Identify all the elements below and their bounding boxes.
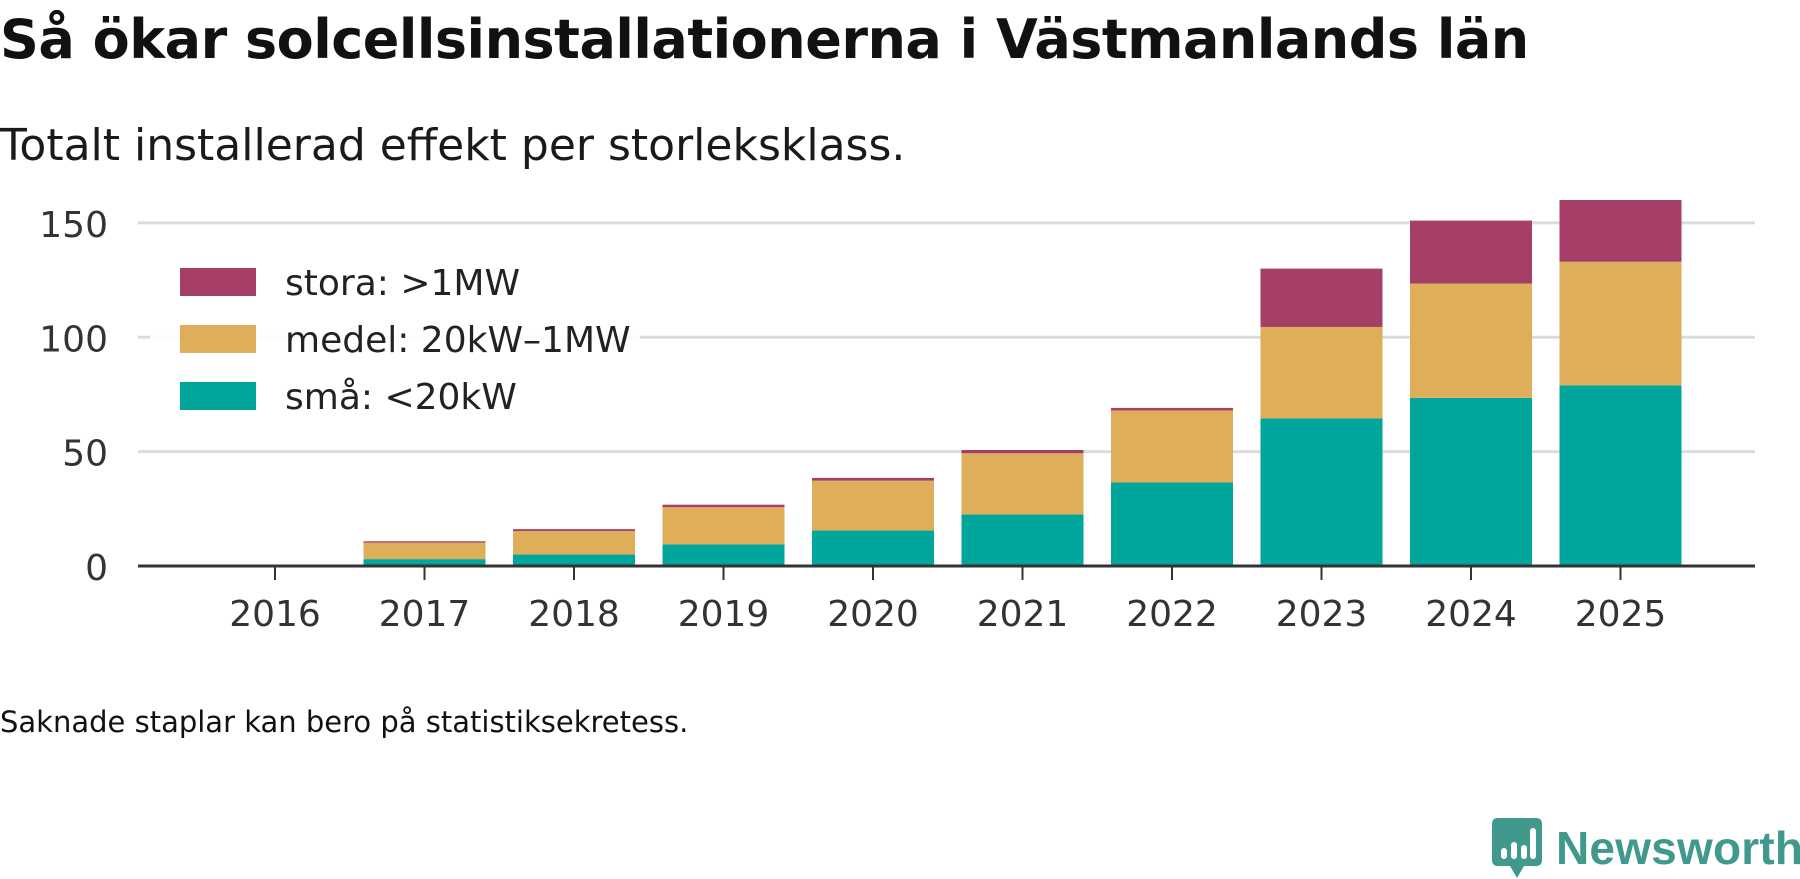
bar-2021-sm: [961, 514, 1084, 566]
footnote: Saknade staplar kan bero på statistiksek…: [0, 705, 689, 739]
bar-2019-stora: [662, 504, 785, 508]
bar-2020-sm: [812, 530, 934, 566]
y-tick-label: 100: [39, 319, 108, 360]
bar-2021-medel: [961, 453, 1084, 515]
legend-swatch: [180, 382, 256, 410]
x-tick-label: 2016: [229, 594, 321, 635]
bar-2017-sm: [363, 559, 486, 566]
chart-subtitle: Totalt installerad effekt per storlekskl…: [0, 120, 906, 171]
bar-2025-stora: [1559, 200, 1682, 262]
bar-2022-medel: [1111, 410, 1233, 483]
bar-2025-sm: [1559, 385, 1682, 566]
newsworthy-logo-icon: [1492, 818, 1542, 878]
chart-title: Så ökar solcellsinstallationerna i Västm…: [0, 8, 1529, 71]
x-tick-label: 2025: [1575, 594, 1667, 635]
x-axis-ticks: 2016 2017 2018 2019 2020 2021 2022 2023 2024 2025: [229, 566, 1666, 635]
y-tick-label: 150: [39, 205, 108, 246]
bar-2018-sm: [513, 554, 635, 566]
legend-swatch: [180, 325, 256, 353]
x-tick-label: 2017: [379, 594, 471, 635]
bar-2019-medel: [662, 507, 785, 545]
x-tick-label: 2021: [977, 594, 1069, 635]
bar-2020-medel: [812, 480, 934, 531]
bar-2018-medel: [513, 531, 635, 555]
legend-label: stora: >1MW: [285, 263, 520, 304]
bar-2017-stora: [363, 541, 486, 543]
bar-2023-sm: [1260, 418, 1383, 566]
x-tick-label: 2024: [1425, 594, 1517, 635]
x-tick-label: 2019: [678, 594, 770, 635]
y-tick-label: 50: [62, 434, 108, 475]
bar-2019-sm: [662, 544, 785, 566]
bar-2024-stora: [1410, 220, 1532, 284]
bar-2020-stora: [812, 477, 934, 481]
x-tick-label: 2023: [1276, 594, 1368, 635]
bar-2022-sm: [1111, 482, 1233, 566]
y-tick-label: 0: [85, 548, 108, 589]
y-axis-ticks: 0 50 100 150: [39, 205, 108, 589]
bar-2023-medel: [1260, 326, 1383, 419]
legend-label: medel: 20kW–1MW: [285, 320, 631, 361]
brand-name: Newsworthy: [1556, 822, 1800, 874]
bar-2024-medel: [1410, 283, 1532, 398]
bar-2023-stora: [1260, 268, 1383, 327]
brand-logo: Newsworthy: [1492, 818, 1800, 878]
bar-2021-stora: [961, 450, 1084, 454]
bar-2025-medel: [1559, 261, 1682, 386]
x-tick-label: 2022: [1126, 594, 1218, 635]
bars: [363, 200, 1682, 566]
x-tick-label: 2018: [528, 594, 620, 635]
legend: stora: >1MW medel: 20kW–1MW små: <20kW: [150, 250, 640, 418]
bar-2018-stora: [513, 529, 635, 532]
bar-2022-stora: [1111, 407, 1233, 411]
bar-2024-sm: [1410, 397, 1532, 566]
x-tick-label: 2020: [827, 594, 919, 635]
bar-2017-medel: [363, 542, 486, 560]
legend-swatch: [180, 268, 256, 296]
legend-label: små: <20kW: [285, 377, 517, 418]
